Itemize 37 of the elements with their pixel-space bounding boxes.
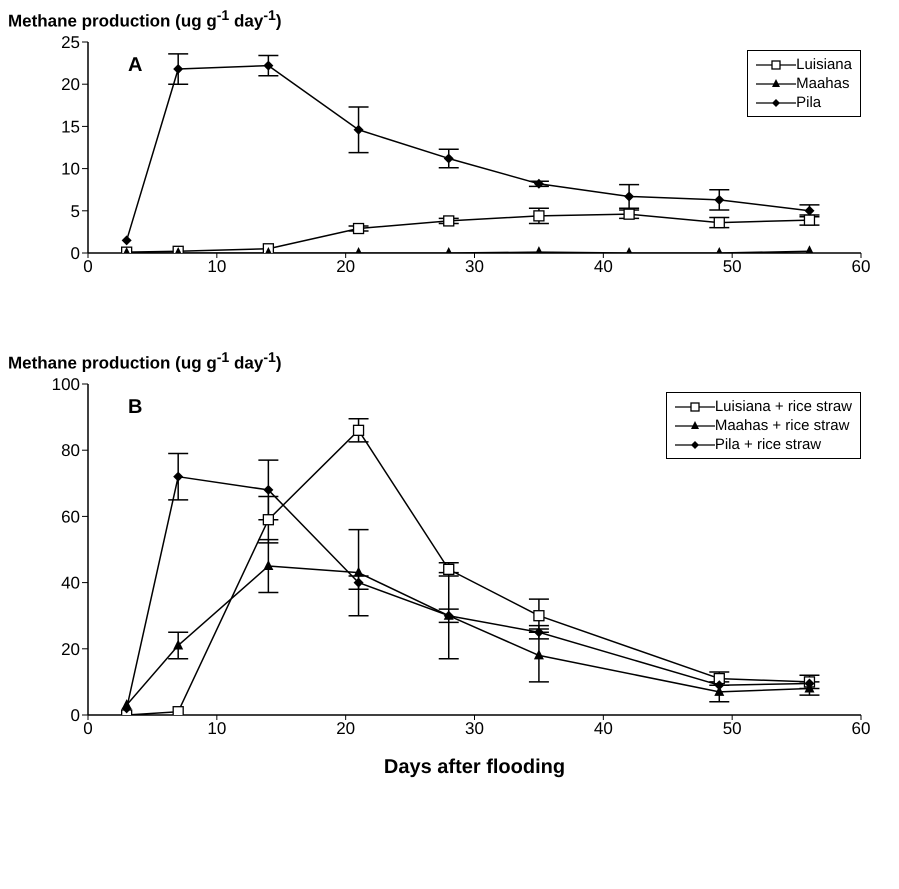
y-tick-label: 40 [61, 574, 80, 593]
x-tick-label: 50 [722, 719, 742, 738]
y-tick-label: 100 [52, 375, 80, 394]
annotation: B [128, 396, 142, 419]
legend-label: Maahas [796, 74, 850, 93]
x-tick-label: 10 [207, 257, 226, 276]
x-tick-label: 60 [852, 719, 870, 738]
y-tick-label: 5 [70, 202, 80, 221]
y-tick-label: 80 [61, 441, 80, 460]
x-tick-label: 20 [336, 257, 356, 276]
x-axis-title: Days after flooding [384, 756, 566, 778]
legend-label: Pila + rice straw [714, 435, 822, 454]
y-tick-label: 60 [61, 507, 80, 526]
x-tick-label: 10 [207, 719, 226, 738]
x-tick-label: 0 [83, 719, 93, 738]
x-tick-label: 50 [722, 257, 742, 276]
y-tick-label: 0 [70, 706, 80, 726]
legend-label: Maahas + rice straw [714, 416, 850, 435]
y-tick-label: 10 [61, 160, 80, 179]
y-tick-label: 20 [61, 75, 80, 94]
y-axis-title: Methane production (ug g$^{-1}$ day$^{-1}$) [8, 350, 283, 373]
x-tick-label: 40 [594, 257, 613, 276]
y-tick-label: 0 [70, 244, 80, 264]
x-tick-label: 30 [465, 719, 484, 738]
x-tick-label: 40 [594, 719, 613, 738]
y-tick-label: 15 [61, 117, 80, 136]
legend-label: Luisiana + rice straw [714, 397, 852, 416]
legend-label: Luisiana [796, 55, 852, 74]
annotation: A [128, 54, 142, 77]
y-tick-label: 20 [61, 640, 80, 659]
y-tick-label: 25 [61, 33, 80, 52]
x-tick-label: 20 [336, 719, 356, 738]
y-axis-title: Methane production (ug g$^{-1}$ day$^{-1}$) [8, 8, 283, 31]
x-tick-label: 60 [852, 257, 870, 276]
x-tick-label: 0 [83, 257, 93, 276]
x-tick-label: 30 [465, 257, 484, 276]
legend-label: Pila [796, 93, 822, 112]
